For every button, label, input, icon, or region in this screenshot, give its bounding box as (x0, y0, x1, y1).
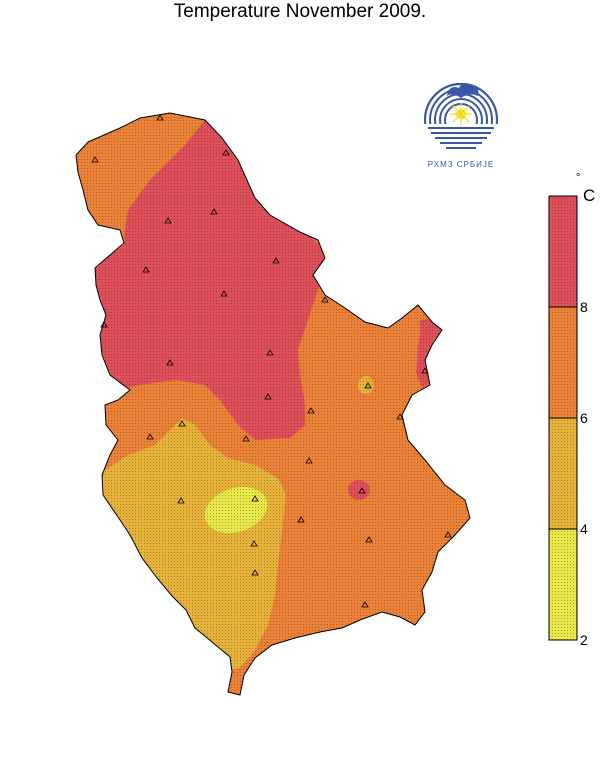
station-marker-icon (156, 114, 164, 121)
rhmz-emblem-icon (420, 82, 502, 164)
station-marker-icon (166, 359, 174, 366)
station-marker-icon (251, 495, 259, 502)
station-marker-icon (222, 149, 230, 156)
station-marker-icon (307, 407, 315, 414)
legend-tick-2: 2 (580, 632, 588, 648)
station-marker-icon (396, 413, 404, 420)
station-marker-icon (297, 516, 305, 523)
station-marker-icon (210, 208, 218, 215)
legend-unit: C (583, 186, 595, 205)
map-title: Temperature November 2009. (173, 1, 427, 22)
rhmz-logo: РХМЗ СРБИЈЕ (420, 82, 502, 169)
country-border (75, 112, 471, 696)
station-marker-icon (220, 290, 228, 297)
station-marker-icon (421, 367, 429, 374)
legend-tick-6: 6 (580, 410, 588, 426)
station-marker-icon (164, 217, 172, 224)
station-marker-icon (272, 257, 280, 264)
station-marker-icon (91, 156, 99, 163)
legend-tick-4: 4 (580, 521, 588, 537)
station-marker-icon (242, 435, 250, 442)
temperature-zones (76, 113, 470, 695)
stipple-overlay (76, 113, 470, 695)
station-marker-icon (358, 487, 366, 494)
station-marker-icon (251, 569, 259, 576)
station-marker-icon (100, 321, 108, 328)
logo-text: РХМЗ СРБИЈЕ (428, 160, 494, 169)
station-marker-icon (177, 497, 185, 504)
station-marker-icon (178, 420, 186, 427)
legend: 2 4 6 8 ° C (548, 172, 595, 648)
station-marker-icon (305, 457, 313, 464)
legend-degree-symbol: ° (576, 172, 580, 184)
station-marker-icon (266, 349, 274, 356)
station-marker-icon (250, 540, 258, 547)
station-marker-icon (444, 531, 452, 538)
station-marker-icon (146, 433, 154, 440)
station-marker-icon (264, 393, 272, 400)
legend-tick-8: 8 (580, 299, 588, 315)
station-marker-icon (142, 266, 150, 273)
station-marker-icon (361, 601, 369, 608)
weather-stations (91, 114, 452, 608)
station-marker-icon (365, 536, 373, 543)
station-marker-icon (364, 382, 372, 389)
station-marker-icon (321, 296, 329, 303)
